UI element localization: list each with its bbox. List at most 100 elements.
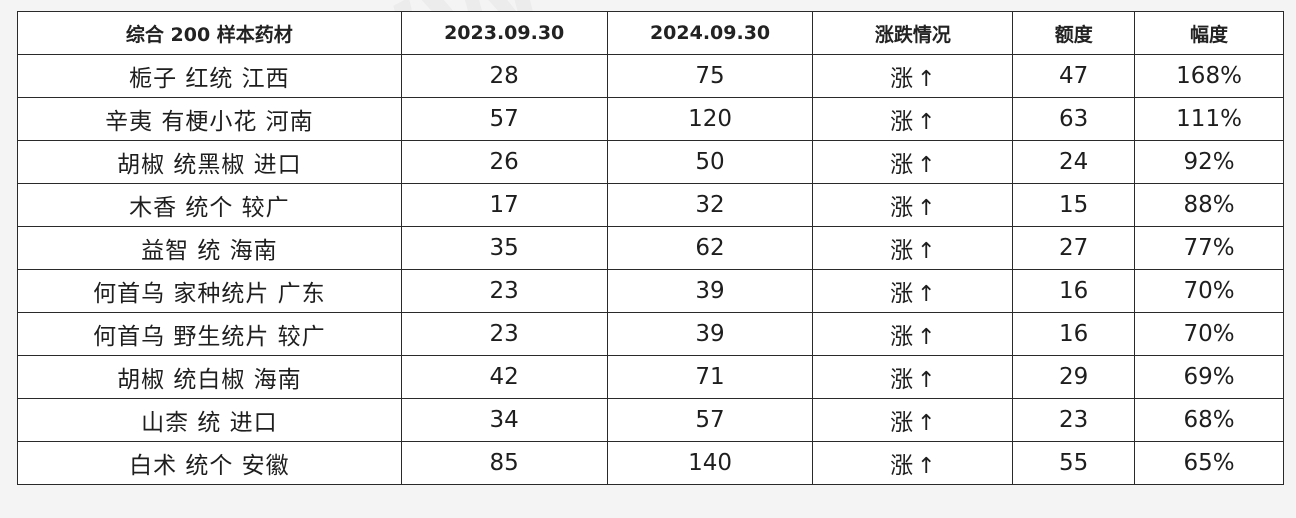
up-arrow-icon: ↑	[917, 110, 936, 135]
amount-cell: 23	[1012, 398, 1136, 442]
price-2024-cell: 50	[606, 140, 814, 184]
trend-cell: 涨 ↑	[812, 140, 1014, 184]
table-row: 何首乌 野生统片 较广 23 39 涨 ↑ 16 70%	[17, 312, 1284, 356]
herb-name-cell: 木香 统个 较广	[17, 183, 402, 227]
trend-cell: 涨 ↑	[812, 312, 1014, 356]
trend-label: 涨	[890, 66, 914, 92]
table-row: 胡椒 统黑椒 进口 26 50 涨 ↑ 24 92%	[17, 140, 1284, 184]
trend-cell: 涨 ↑	[812, 355, 1014, 399]
amount-cell: 15	[1012, 183, 1136, 227]
up-arrow-icon: ↑	[917, 454, 936, 479]
percent-cell: 69%	[1134, 355, 1284, 399]
herb-name-cell: 白术 统个 安徽	[17, 441, 402, 485]
up-arrow-icon: ↑	[917, 411, 936, 436]
trend-cell: 涨 ↑	[812, 226, 1014, 270]
price-2023-cell: 35	[400, 226, 608, 270]
table-body: 栀子 红统 江西 28 75 涨 ↑ 47 168% 辛夷 有梗小花 河南 57 120 涨 ↑ 63 1…	[17, 54, 1284, 485]
price-change-table: 综合 200 样本药材 2023.09.30 2024.09.30 涨跌情况 额…	[17, 11, 1284, 485]
price-2023-cell: 28	[400, 54, 608, 98]
percent-cell: 88%	[1134, 183, 1284, 227]
price-2024-cell: 39	[606, 312, 814, 356]
amount-cell: 27	[1012, 226, 1136, 270]
table-row: 木香 统个 较广 17 32 涨 ↑ 15 88%	[17, 183, 1284, 227]
herb-name-cell: 何首乌 野生统片 较广	[17, 312, 402, 356]
trend-label: 涨	[890, 367, 914, 393]
trend-label: 涨	[890, 152, 914, 178]
trend-label: 涨	[890, 410, 914, 436]
price-2024-cell: 75	[606, 54, 814, 98]
trend-label: 涨	[890, 195, 914, 221]
price-2024-cell: 62	[606, 226, 814, 270]
table-row: 栀子 红统 江西 28 75 涨 ↑ 47 168%	[17, 54, 1284, 98]
price-2024-cell: 120	[606, 97, 814, 141]
price-2023-cell: 85	[400, 441, 608, 485]
trend-label: 涨	[890, 281, 914, 307]
amount-cell: 47	[1012, 54, 1136, 98]
table-row: 山柰 统 进口 34 57 涨 ↑ 23 68%	[17, 398, 1284, 442]
table-row: 白术 统个 安徽 85 140 涨 ↑ 55 65%	[17, 441, 1284, 485]
amount-cell: 29	[1012, 355, 1136, 399]
percent-cell: 77%	[1134, 226, 1284, 270]
up-arrow-icon: ↑	[917, 325, 936, 350]
up-arrow-icon: ↑	[917, 196, 936, 221]
price-2023-cell: 57	[400, 97, 608, 141]
header-row: 综合 200 样本药材 2023.09.30 2024.09.30 涨跌情况 额…	[17, 11, 1284, 55]
table-row: 何首乌 家种统片 广东 23 39 涨 ↑ 16 70%	[17, 269, 1284, 313]
table-row: 益智 统 海南 35 62 涨 ↑ 27 77%	[17, 226, 1284, 270]
herb-name-cell: 益智 统 海南	[17, 226, 402, 270]
trend-label: 涨	[890, 109, 914, 135]
table-row: 胡椒 统白椒 海南 42 71 涨 ↑ 29 69%	[17, 355, 1284, 399]
herb-name-cell: 山柰 统 进口	[17, 398, 402, 442]
price-2023-cell: 26	[400, 140, 608, 184]
trend-cell: 涨 ↑	[812, 269, 1014, 313]
price-2023-cell: 23	[400, 269, 608, 313]
percent-cell: 111%	[1134, 97, 1284, 141]
percent-cell: 168%	[1134, 54, 1284, 98]
price-2023-cell: 42	[400, 355, 608, 399]
header-2023-price: 2023.09.30	[400, 11, 608, 55]
trend-cell: 涨 ↑	[812, 398, 1014, 442]
amount-cell: 24	[1012, 140, 1136, 184]
trend-cell: 涨 ↑	[812, 183, 1014, 227]
price-2024-cell: 32	[606, 183, 814, 227]
trend-label: 涨	[890, 238, 914, 264]
table-header: 综合 200 样本药材 2023.09.30 2024.09.30 涨跌情况 额…	[17, 11, 1284, 55]
trend-label: 涨	[890, 453, 914, 479]
price-2024-cell: 140	[606, 441, 814, 485]
trend-cell: 涨 ↑	[812, 54, 1014, 98]
amount-cell: 16	[1012, 269, 1136, 313]
herb-name-cell: 胡椒 统黑椒 进口	[17, 140, 402, 184]
header-amount: 额度	[1012, 11, 1136, 55]
table-row: 辛夷 有梗小花 河南 57 120 涨 ↑ 63 111%	[17, 97, 1284, 141]
percent-cell: 92%	[1134, 140, 1284, 184]
header-trend: 涨跌情况	[812, 11, 1014, 55]
header-2024-price: 2024.09.30	[606, 11, 814, 55]
price-2023-cell: 34	[400, 398, 608, 442]
price-2024-cell: 39	[606, 269, 814, 313]
trend-label: 涨	[890, 324, 914, 350]
percent-cell: 68%	[1134, 398, 1284, 442]
herb-name-cell: 何首乌 家种统片 广东	[17, 269, 402, 313]
trend-cell: 涨 ↑	[812, 441, 1014, 485]
header-sample-herb: 综合 200 样本药材	[17, 11, 402, 55]
herb-name-cell: 辛夷 有梗小花 河南	[17, 97, 402, 141]
up-arrow-icon: ↑	[917, 153, 936, 178]
price-2024-cell: 71	[606, 355, 814, 399]
price-2023-cell: 23	[400, 312, 608, 356]
percent-cell: 70%	[1134, 269, 1284, 313]
herb-name-cell: 栀子 红统 江西	[17, 54, 402, 98]
up-arrow-icon: ↑	[917, 282, 936, 307]
price-2023-cell: 17	[400, 183, 608, 227]
up-arrow-icon: ↑	[917, 239, 936, 264]
header-percent: 幅度	[1134, 11, 1284, 55]
up-arrow-icon: ↑	[917, 368, 936, 393]
up-arrow-icon: ↑	[917, 67, 936, 92]
herb-name-cell: 胡椒 统白椒 海南	[17, 355, 402, 399]
amount-cell: 55	[1012, 441, 1136, 485]
trend-cell: 涨 ↑	[812, 97, 1014, 141]
amount-cell: 16	[1012, 312, 1136, 356]
amount-cell: 63	[1012, 97, 1136, 141]
percent-cell: 65%	[1134, 441, 1284, 485]
price-2024-cell: 57	[606, 398, 814, 442]
percent-cell: 70%	[1134, 312, 1284, 356]
